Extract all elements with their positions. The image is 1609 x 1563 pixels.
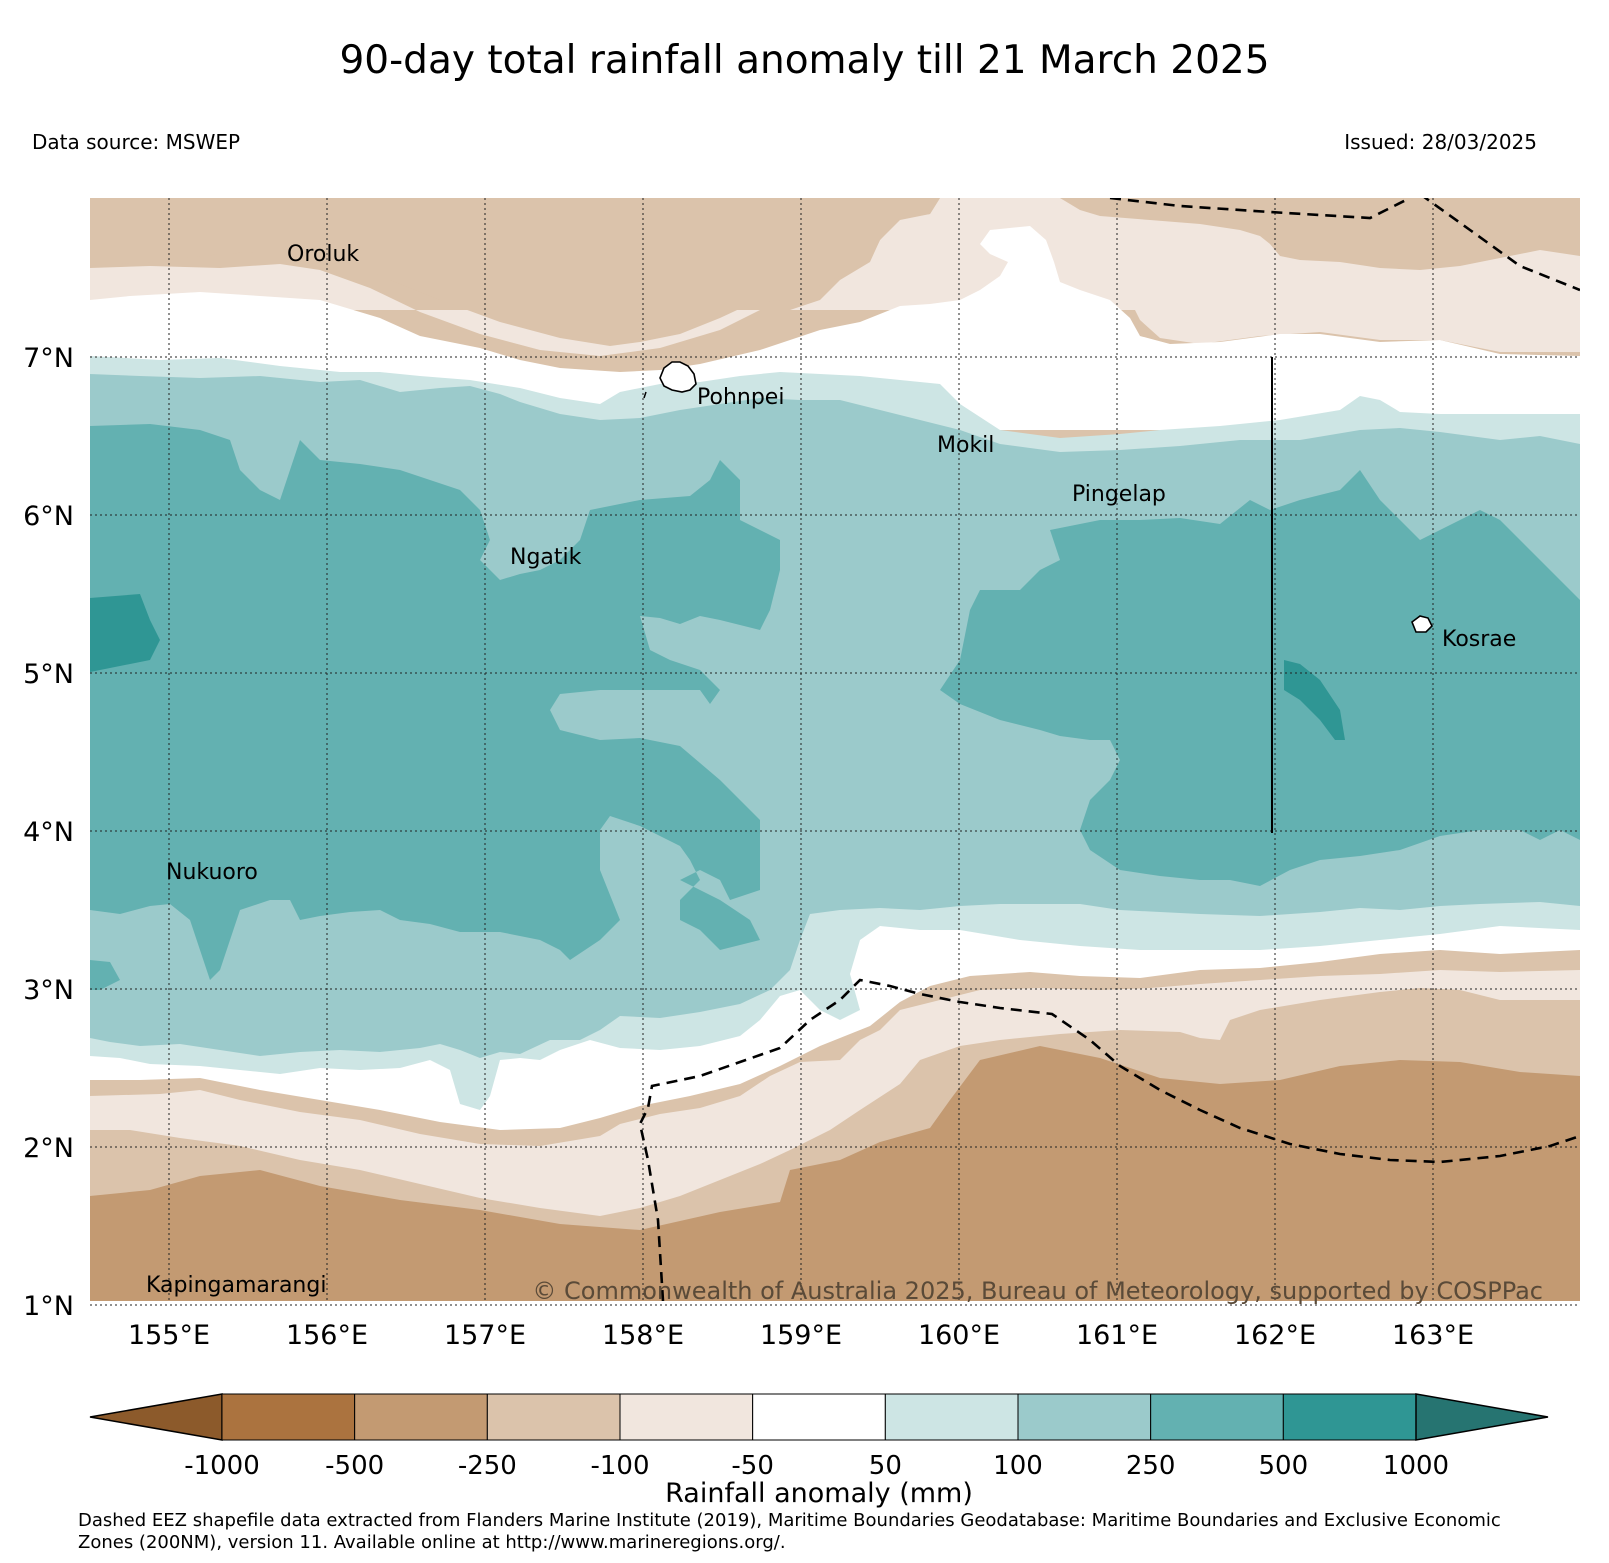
lon-label: 163°E [1392,1320,1474,1351]
place-label-nukuoro: Nukuoro [166,860,258,885]
colorbar-swatch [1017,1393,1152,1441]
contour-band-500-1000-sw [90,960,120,990]
lat-label: 5°N [23,659,74,690]
chart-title: 90-day total rainfall anomaly till 21 Ma… [339,38,1270,83]
contour-band-south-dry [90,1046,1580,1300]
colorbar-tick-label: 250 [1126,1451,1176,1481]
place-label-kapingamarangi: Kapingamarangi [146,1273,326,1298]
issued-date-label: Issued: 28/03/2025 [1344,130,1537,154]
contour-band-neutral-south [90,970,1580,1216]
colorbar-tick-label: -1000 [184,1451,260,1481]
lon-label: 158°E [602,1320,684,1351]
place-label-kosrae: Kosrae [1442,627,1516,652]
copyright-watermark: © Commonwealth of Australia 2025, Bureau… [532,1277,1543,1305]
lon-label: 161°E [1076,1320,1158,1351]
pohnpei-marker [643,391,647,399]
place-label-ngatik: Ngatik [510,545,582,570]
colorbar-tick-label: 50 [869,1451,902,1481]
colorbar-tick-label: -50 [731,1451,773,1481]
anomaly-contours [90,198,1580,1301]
eez-boundaries [638,198,1580,1301]
colorbar-tick-label: -250 [458,1451,517,1481]
lat-label: 3°N [23,975,74,1006]
colorbar [89,1393,1549,1441]
contour-band-250-500-west [90,424,780,980]
place-label-mokil: Mokil [937,433,994,458]
contour-band-500-1000-west [90,594,160,672]
colorbar-swatch [1282,1393,1417,1441]
colorbar-extend-high [1415,1393,1549,1441]
lat-label: 6°N [23,501,74,532]
lon-label: 162°E [1234,1320,1316,1351]
colorbar-swatch [884,1393,1019,1441]
kosrae-island-outline [1411,615,1433,633]
lat-label: 1°N [23,1291,74,1322]
lat-label: 7°N [23,343,74,374]
colorbar-swatch [619,1393,754,1441]
footnote-line-1: Dashed EEZ shapefile data extracted from… [78,1510,1501,1531]
colorbar-tick-label: 500 [1259,1451,1309,1481]
colorbar-tick-labels: -1000 -500 -250 -100 -50 50 100 250 500 1000 [184,1451,1449,1481]
colorbar-title: Rainfall anomaly (mm) [665,1478,973,1509]
colorbar-tick-label: -100 [590,1451,649,1481]
lon-label: 157°E [444,1320,526,1351]
colorbar-swatch [354,1393,488,1441]
colorbar-tick-label: 1000 [1383,1451,1449,1481]
lon-label: 156°E [286,1320,368,1351]
latitude-axis: 7°N 6°N 5°N 4°N 3°N 2°N 1°N [23,343,74,1322]
contour-band-500-1000-east [1284,660,1345,740]
pohnpei-island-outline [659,361,697,393]
lon-label: 155°E [128,1320,210,1351]
lat-label: 4°N [23,817,74,848]
footnote-line-2: Zones (200NM), version 11. Available onl… [78,1532,786,1553]
colorbar-swatch [486,1393,621,1441]
lat-label: 2°N [23,1133,74,1164]
colorbar-tick-label: -500 [325,1451,384,1481]
contour-band-north-dry [90,198,940,346]
place-label-pingelap: Pingelap [1072,482,1166,507]
colorbar-swatch [752,1393,886,1441]
place-label-oroluk: Oroluk [287,242,359,267]
contour-band-250-500-east [940,470,1580,886]
place-label-pohnpei: Pohnpei [697,385,784,410]
colorbar-swatch [1150,1393,1284,1441]
colorbar-tick-label: 100 [993,1451,1043,1481]
contour-band-neutral-north [90,226,1580,430]
lon-label: 159°E [760,1320,842,1351]
colorbar-extend-low [89,1393,223,1441]
footnote: Dashed EEZ shapefile data extracted from… [78,1510,1603,1554]
longitude-axis: 155°E 156°E 157°E 158°E 159°E 160°E 161°… [128,1320,1474,1351]
map-gridlines [90,198,1580,1306]
colorbar-swatch [221,1393,356,1441]
lon-label: 160°E [918,1320,1000,1351]
data-source-label: Data source: MSWEP [32,130,241,154]
